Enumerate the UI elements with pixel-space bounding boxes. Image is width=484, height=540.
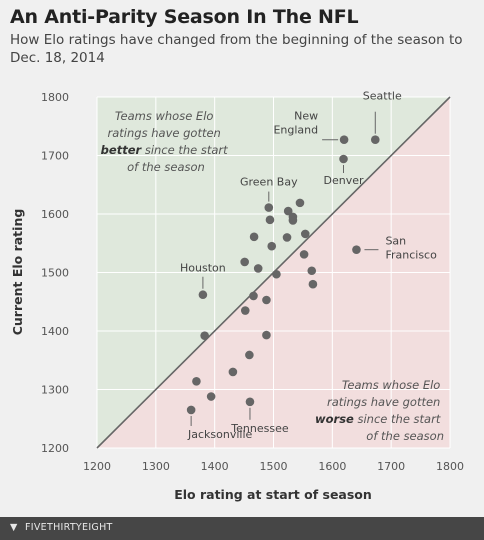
point-new-england bbox=[339, 135, 349, 145]
data-point bbox=[262, 330, 271, 340]
point-denver bbox=[339, 154, 348, 164]
chart-title: An Anti-Parity Season In The NFL bbox=[10, 6, 359, 28]
data-point bbox=[228, 367, 238, 377]
data-point bbox=[200, 331, 209, 340]
point-houston bbox=[198, 290, 208, 300]
team-label: Houston bbox=[180, 262, 226, 275]
point-tennessee bbox=[245, 397, 255, 407]
y-tick-label: 1600 bbox=[41, 208, 69, 221]
footer-brand: FIVETHIRTYEIGHT bbox=[25, 522, 113, 533]
team-label: San Francisco bbox=[385, 235, 437, 262]
data-point bbox=[307, 266, 317, 276]
y-tick-label: 1500 bbox=[41, 267, 69, 280]
data-point bbox=[288, 216, 298, 225]
team-label: New England bbox=[273, 110, 318, 137]
scatter-chart: 1200 1300 1400 1500 1600 1700 1800 1200 1300 140… bbox=[10, 90, 464, 502]
data-point bbox=[192, 377, 201, 386]
chart-subtitle: How Elo ratings have changed from the be… bbox=[10, 32, 463, 66]
footer-bar: ▼ FIVETHIRTYEIGHT bbox=[0, 517, 484, 540]
data-point bbox=[206, 392, 216, 401]
x-tick-label: 1700 bbox=[377, 460, 405, 473]
better-region-label: Teams whose Elo ratings have gotten bett… bbox=[101, 109, 232, 174]
team-labels: Seattle New England Denver Green Bay San Franc… bbox=[180, 90, 437, 441]
y-tick-label: 1400 bbox=[41, 325, 69, 338]
data-point bbox=[267, 241, 277, 251]
data-point bbox=[282, 233, 292, 242]
data-point bbox=[299, 250, 309, 259]
data-point bbox=[249, 291, 258, 301]
y-tick-label: 1700 bbox=[41, 150, 69, 163]
data-point bbox=[272, 269, 281, 279]
y-tick-label: 1800 bbox=[41, 91, 69, 104]
x-tick-label: 1300 bbox=[142, 460, 170, 473]
team-label: Green Bay bbox=[240, 176, 298, 189]
data-point bbox=[240, 306, 250, 315]
y-axis-label: Current Elo rating bbox=[10, 209, 25, 336]
y-tick-labels: 1200 1300 1400 1500 1600 1700 1800 bbox=[41, 91, 69, 455]
worse-region-label: Teams whose Elo ratings have gotten wors… bbox=[315, 378, 444, 443]
data-point bbox=[240, 257, 249, 267]
y-tick-label: 1300 bbox=[41, 384, 69, 397]
data-point bbox=[295, 198, 305, 208]
x-tick-label: 1800 bbox=[436, 460, 464, 473]
x-tick-label: 1600 bbox=[318, 460, 346, 473]
y-tick-label: 1200 bbox=[41, 442, 69, 455]
team-label: Tennessee bbox=[230, 422, 289, 435]
data-point bbox=[308, 279, 318, 289]
data-point bbox=[262, 295, 271, 305]
x-axis-label: Elo rating at start of season bbox=[174, 487, 372, 502]
data-point bbox=[300, 229, 310, 239]
data-point bbox=[245, 350, 254, 360]
footer-logo: ▼ FIVETHIRTYEIGHT bbox=[10, 522, 113, 533]
data-point bbox=[265, 215, 275, 225]
point-jacksonville bbox=[186, 405, 196, 415]
x-tick-label: 1200 bbox=[83, 460, 111, 473]
x-tick-label: 1500 bbox=[260, 460, 288, 473]
team-label: Denver bbox=[324, 174, 364, 187]
fivethirtyeight-logo-icon: ▼ bbox=[10, 522, 18, 533]
data-point bbox=[283, 206, 293, 216]
data-point bbox=[249, 232, 259, 242]
x-tick-label: 1400 bbox=[201, 460, 229, 473]
data-points bbox=[186, 135, 380, 415]
team-label: Jacksonville bbox=[187, 428, 253, 441]
label-leader-lines bbox=[190, 111, 379, 426]
point-seattle bbox=[370, 135, 380, 145]
data-point bbox=[253, 264, 263, 273]
team-label: Seattle bbox=[363, 90, 402, 103]
x-tick-labels: 1200 1300 1400 1500 1600 1700 1800 bbox=[83, 460, 464, 473]
point-san-francisco bbox=[352, 245, 361, 254]
point-green-bay bbox=[264, 203, 274, 212]
